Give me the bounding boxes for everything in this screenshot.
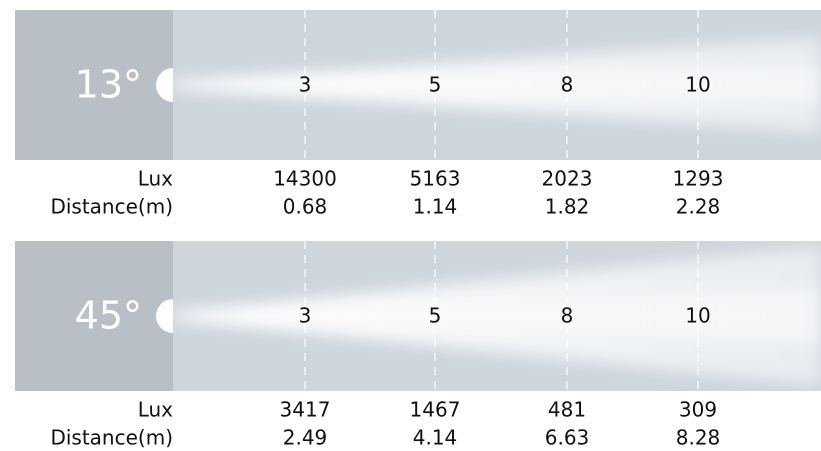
row-value: 1293	[673, 167, 724, 191]
beam-angle: 13°	[75, 63, 142, 107]
distance-marker: 5	[429, 73, 442, 97]
row-value: 0.68	[283, 195, 328, 219]
row-label: Distance(m)	[50, 195, 173, 219]
distance-marker: 3	[299, 304, 312, 328]
row-value: 1.14	[413, 195, 458, 219]
distance-marker: 10	[685, 73, 710, 97]
beam-angle: 45°	[75, 294, 142, 338]
row-value: 4.14	[413, 426, 458, 450]
row-value: 309	[679, 398, 717, 422]
row-value: 6.63	[545, 426, 590, 450]
distance-marker: 8	[561, 73, 574, 97]
row-value: 8.28	[676, 426, 721, 450]
row-label: Lux	[138, 398, 173, 422]
diagram: 13° 3 5 8 10 Lux 14300 5163 2023 1293 Distance(m) 0…	[0, 0, 821, 451]
distance-marker: 5	[429, 304, 442, 328]
row-value: 1.82	[545, 195, 590, 219]
distance-marker: 8	[561, 304, 574, 328]
row-value: 2.28	[676, 195, 721, 219]
row-value: 1467	[410, 398, 461, 422]
distance-marker: 3	[299, 73, 312, 97]
row-value: 14300	[273, 167, 337, 191]
row-label: Distance(m)	[50, 426, 173, 450]
row-value: 3417	[280, 398, 331, 422]
distance-marker: 10	[685, 304, 710, 328]
row-value: 2023	[542, 167, 593, 191]
row-label: Lux	[138, 167, 173, 191]
row-value: 481	[548, 398, 586, 422]
row-value: 2.49	[283, 426, 328, 450]
row-value: 5163	[410, 167, 461, 191]
